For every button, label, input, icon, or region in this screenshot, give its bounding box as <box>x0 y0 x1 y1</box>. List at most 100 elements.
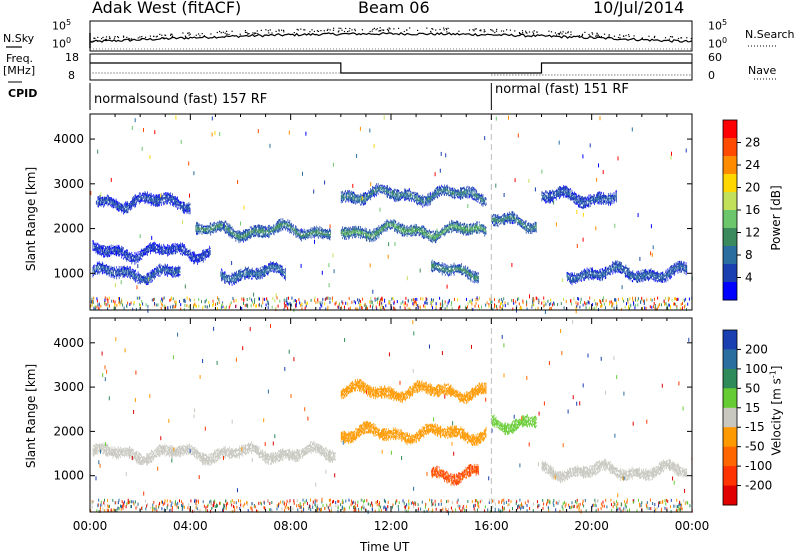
power-cell <box>178 275 180 278</box>
power-cell <box>105 199 106 201</box>
power-cell <box>124 206 126 209</box>
power-cell <box>392 224 394 227</box>
power-cell <box>431 240 432 243</box>
nsky-point <box>500 30 503 32</box>
power-cell <box>303 237 304 240</box>
power-cell <box>160 244 162 247</box>
power-cell <box>399 225 400 227</box>
power-cell <box>157 204 159 207</box>
power-cell <box>368 231 370 233</box>
power-cell <box>108 197 110 199</box>
power-cell <box>248 270 249 273</box>
power-cell <box>135 203 137 206</box>
power-cell <box>126 271 128 274</box>
power-cell <box>148 194 150 196</box>
power-cell <box>181 243 183 246</box>
power-cell <box>266 265 267 267</box>
power-cell <box>347 231 349 234</box>
nsky-point <box>188 34 190 36</box>
power-cell <box>452 226 454 229</box>
power-cell <box>308 235 309 237</box>
power-cell <box>233 235 235 237</box>
power-cell <box>125 251 126 254</box>
power-cell <box>156 248 158 251</box>
power-cell <box>97 248 99 251</box>
power-cell <box>143 197 145 199</box>
power-cell <box>148 278 150 280</box>
power-cell <box>125 255 126 258</box>
power-cell <box>164 273 166 276</box>
power-cell <box>123 275 125 278</box>
power-cell <box>352 228 354 230</box>
nsky-point <box>581 33 584 35</box>
power-cell <box>127 271 129 274</box>
power-cell <box>249 273 251 275</box>
power-cell <box>147 250 149 252</box>
power-cell <box>172 203 174 206</box>
power-cell <box>175 266 177 269</box>
power-cell <box>195 254 197 257</box>
power-cell <box>258 226 259 229</box>
power-cell <box>214 223 215 226</box>
power-cell <box>314 232 316 234</box>
power-cell <box>123 267 125 270</box>
power-cell <box>317 230 318 233</box>
power-cell <box>174 197 176 199</box>
power-cell <box>161 251 163 254</box>
power-cell <box>272 229 274 231</box>
power-cell <box>199 253 200 256</box>
power-cell <box>205 225 207 228</box>
power-cell <box>109 245 111 248</box>
power-cell <box>299 234 301 236</box>
power-cell <box>246 273 247 275</box>
power-cell <box>290 231 291 233</box>
power-cell <box>155 274 157 276</box>
power-cell <box>100 267 101 270</box>
power-cell <box>446 224 448 226</box>
power-cell <box>108 251 109 253</box>
power-cell <box>122 247 123 249</box>
power-cell <box>433 234 434 238</box>
power-cell <box>103 245 104 248</box>
power-cell <box>117 208 118 210</box>
power-cell <box>175 248 177 250</box>
power-cell <box>140 276 142 279</box>
power-cell <box>407 226 409 229</box>
power-cell <box>169 196 170 199</box>
power-cell <box>169 253 171 255</box>
power-cell <box>153 245 155 248</box>
power-cell <box>352 226 353 229</box>
power-cell <box>222 228 224 230</box>
power-cell <box>113 266 115 269</box>
power-cell <box>344 235 346 238</box>
power-cell <box>144 248 146 251</box>
power-cell <box>271 265 272 268</box>
power-cell <box>250 270 252 273</box>
power-cell <box>143 200 145 202</box>
power-cell <box>145 249 146 252</box>
power-cell <box>202 230 203 233</box>
power-cell <box>401 232 402 235</box>
power-cell <box>444 225 446 227</box>
power-cell <box>281 267 283 270</box>
power-cell <box>228 227 229 230</box>
power-cell <box>106 267 108 269</box>
nsky-point <box>628 34 630 36</box>
power-cell <box>258 230 260 233</box>
cpid-segment-label-1: normalsound (fast) 157 RF <box>94 92 268 107</box>
power-cell <box>117 204 118 206</box>
power-cell <box>324 235 326 237</box>
power-cell <box>438 233 439 235</box>
power-cell <box>287 227 289 230</box>
power-cell <box>111 272 113 275</box>
power-cell <box>226 230 227 233</box>
power-cell <box>174 244 176 247</box>
power-cell <box>135 197 137 199</box>
nsky-point <box>123 36 125 38</box>
power-cell <box>222 227 224 229</box>
nsky-point <box>93 37 95 39</box>
power-cell <box>429 233 431 235</box>
power-cell <box>187 252 189 254</box>
power-cell <box>453 229 455 231</box>
power-cell <box>265 272 267 274</box>
